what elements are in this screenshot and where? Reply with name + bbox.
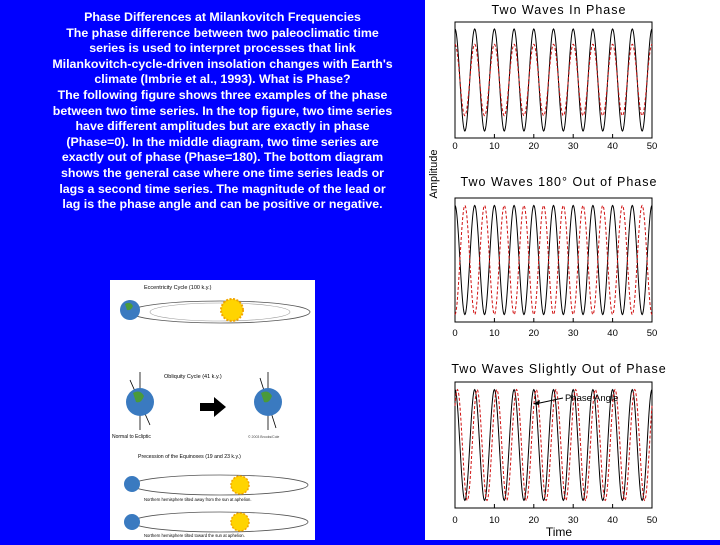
- x-axis-label: Time: [546, 525, 573, 539]
- wave-series-1: [454, 388, 653, 502]
- x-tick-label: 40: [607, 141, 618, 152]
- continent-shape: [261, 391, 272, 403]
- sun-icon: [220, 298, 244, 322]
- arrow-right-icon: [200, 397, 226, 417]
- eccentricity-orbit-inner: [149, 302, 291, 322]
- phase-figure: Amplitude Time Two Waves In Phase 0 10 20 30…: [425, 0, 720, 540]
- wave-series-1: [454, 28, 653, 132]
- nh-away-label: Northern hemisphere tilted away from the…: [144, 497, 252, 502]
- x-tick-label: 20: [529, 515, 540, 526]
- slide-title: Phase Differences at Milankovitch Freque…: [84, 10, 361, 24]
- obliquity-label: Obliquity Cycle (41 k.y.): [164, 374, 222, 380]
- slide-paragraph-1: The phase difference between two paleocl…: [52, 25, 393, 87]
- x-tick-label: 50: [647, 328, 658, 339]
- chart-title: Two Waves In Phase: [492, 3, 627, 17]
- precession-label: Precession of the Equinoxes (19 and 23 k…: [138, 454, 241, 460]
- milankovitch-diagram: Eccentricity Cycle (100 k.y.) Obliquity …: [112, 285, 311, 538]
- phase-charts: Amplitude Time Two Waves In Phase 0 10 20 30…: [428, 3, 666, 539]
- wave-series-1: [454, 204, 653, 316]
- slide-paragraph-2: The following figure shows three example…: [52, 87, 393, 212]
- plot-frame: [454, 21, 653, 139]
- wave-series-2: [454, 388, 653, 502]
- x-tick-label: 30: [568, 328, 579, 339]
- phase-angle-pointer: [534, 397, 564, 405]
- x-tick-label: 40: [607, 515, 618, 526]
- chart-title: Two Waves Slightly Out of Phase: [451, 362, 666, 376]
- precession-orbit-bottom: [131, 511, 309, 533]
- wave-series-2: [454, 204, 653, 316]
- precession-orbit-top: [131, 474, 309, 496]
- slide-text: Phase Differences at Milankovitch Freque…: [50, 10, 395, 213]
- chart-title: Two Waves 180° Out of Phase: [461, 175, 658, 189]
- earth-icon: [126, 388, 154, 416]
- phase-angle-label: Phase Angle: [565, 393, 618, 404]
- arrowhead-icon: [533, 400, 540, 405]
- milankovitch-illustration: Eccentricity Cycle (100 k.y.) Obliquity …: [110, 280, 315, 540]
- x-tick-label: 10: [489, 141, 500, 152]
- plot-frame: [454, 197, 653, 323]
- x-tick-label: 30: [568, 515, 579, 526]
- copyright-label: © 2003 Brooks/Cole: [248, 435, 279, 439]
- x-tick-label: 20: [529, 328, 540, 339]
- x-tick-label: 50: [647, 515, 658, 526]
- earth-icon: [124, 476, 140, 492]
- earth-icon: [254, 388, 282, 416]
- plot-frame: [454, 381, 653, 509]
- x-tick-label: 0: [452, 515, 457, 526]
- x-tick-label: 0: [452, 141, 457, 152]
- x-tick-label: 50: [647, 141, 658, 152]
- nh-toward-label: Northern hemisphere tilted toward the su…: [144, 533, 245, 538]
- x-tick-label: 10: [489, 328, 500, 339]
- x-tick-label: 20: [529, 141, 540, 152]
- x-tick-label: 30: [568, 141, 579, 152]
- wave-series-2: [454, 43, 653, 117]
- continent-shape: [125, 302, 133, 311]
- y-axis-label: Amplitude: [428, 150, 440, 199]
- x-tick-label: 40: [607, 328, 618, 339]
- eccentricity-orbit: [129, 300, 311, 324]
- x-tick-label: 10: [489, 515, 500, 526]
- sun-icon: [230, 512, 250, 532]
- x-tick-label: 0: [452, 328, 457, 339]
- eccentricity-label: Eccentricity Cycle (100 k.y.): [144, 285, 212, 291]
- sun-icon: [230, 475, 250, 495]
- normal-label: Normal to Ecliptic: [112, 434, 151, 440]
- continent-shape: [133, 391, 144, 403]
- earth-icon: [124, 514, 140, 530]
- earth-icon: [120, 300, 140, 320]
